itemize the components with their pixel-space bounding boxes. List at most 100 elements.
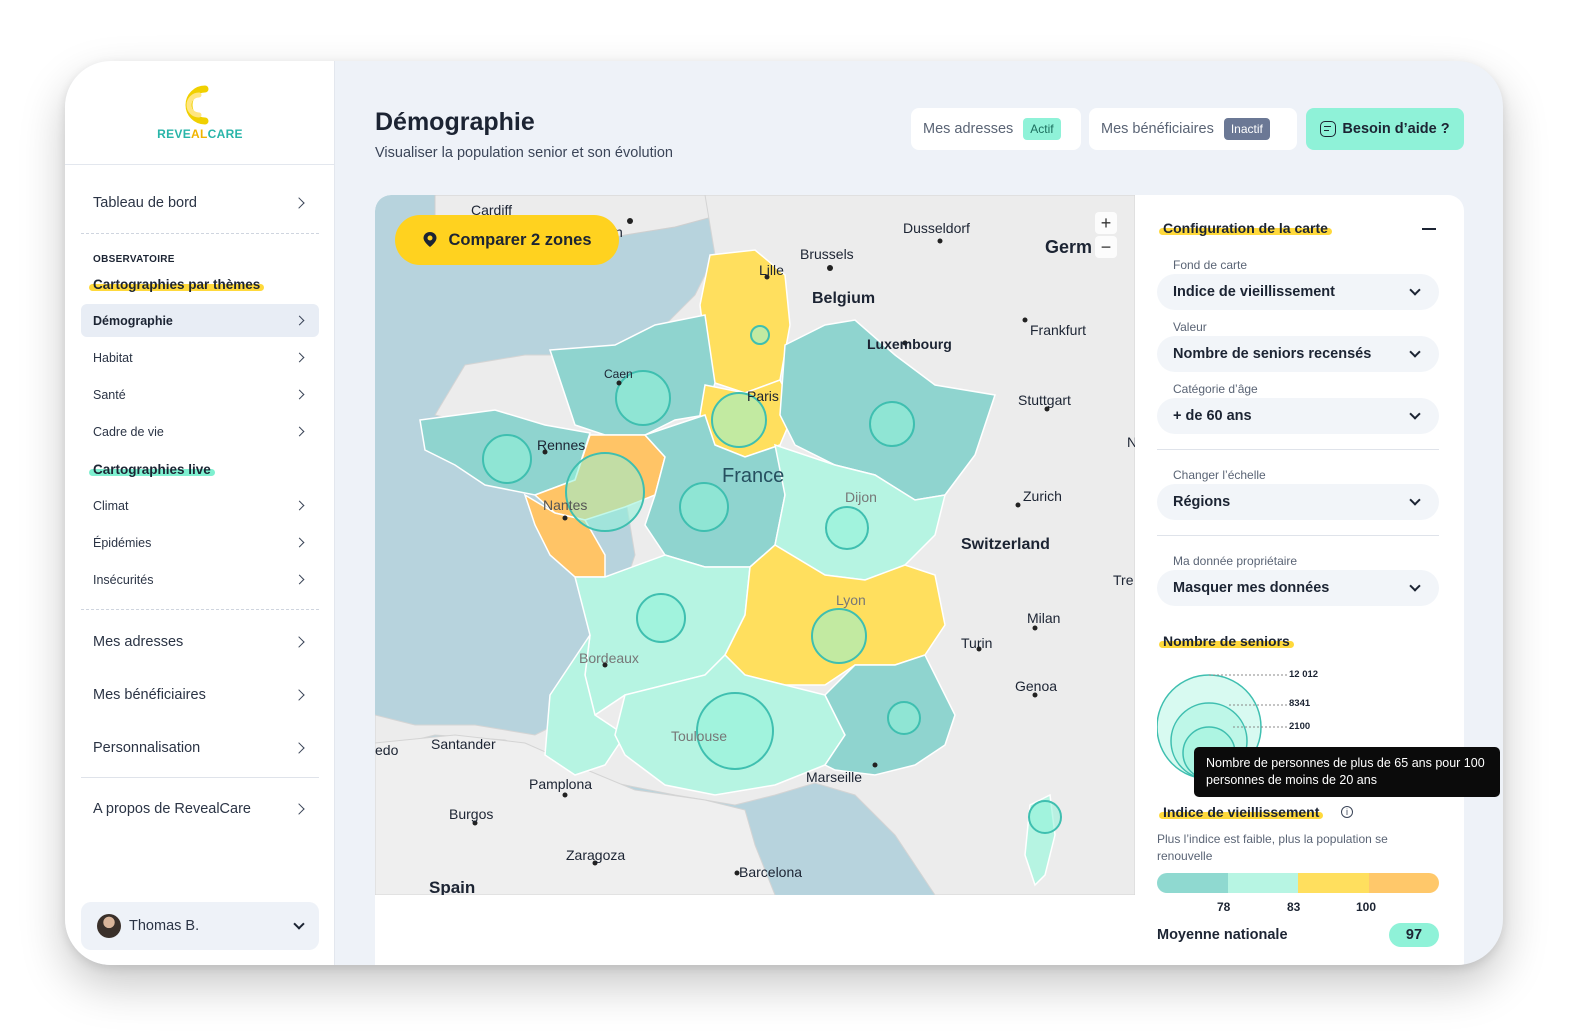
chevron-right-icon (293, 636, 305, 648)
help-button-label: Besoin d’aide ? (1342, 121, 1450, 137)
status-badge: Actif (1023, 118, 1061, 140)
chevron-down-icon (1409, 408, 1421, 420)
config-title: Configuration de la carte (1159, 220, 1332, 236)
label-bordeaux: Bordeaux (579, 650, 639, 666)
sidebar-item-mes-beneficiaires[interactable]: Mes bénéficiaires (81, 677, 319, 713)
my-beneficiaries-toggle[interactable]: Mes bénéficiaires Inactif (1089, 108, 1297, 150)
bubble-hauts-de-france[interactable] (750, 325, 770, 345)
chevron-down-icon (1409, 346, 1421, 358)
info-icon[interactable]: i (1341, 806, 1353, 818)
label-turin: Turin (961, 635, 992, 651)
aging-index-title-text: Indice de vieillissement (1158, 804, 1324, 820)
chevron-right-icon (294, 352, 305, 363)
sidebar-item-label: Mes bénéficiaires (93, 687, 206, 703)
label-dusseldorf: Dusseldorf (903, 220, 970, 236)
brand-name: REVEALCARE (65, 127, 335, 141)
city-dot-genoa (1032, 692, 1038, 698)
zoom-out-button[interactable]: − (1095, 236, 1117, 258)
bubble-bretagne[interactable] (482, 434, 532, 484)
sidebar-item-label: Tableau de bord (93, 195, 197, 211)
land-spain (375, 734, 776, 895)
chevron-right-icon (294, 500, 305, 511)
label-santander: Santander (431, 736, 496, 752)
observatory-label: OBSERVATOIRE (93, 254, 175, 265)
label-barcelona: Barcelona (739, 864, 802, 880)
scale-select[interactable]: Régions (1157, 484, 1439, 520)
label-pamplona: Pamplona (529, 776, 592, 792)
sidebar-item-epidemies[interactable]: Épidémies (81, 526, 319, 559)
chevron-right-icon (293, 803, 305, 815)
city-dot-frankfurt (1022, 317, 1028, 323)
user-name: Thomas B. (129, 918, 200, 934)
live-section-title: Cartographies live (89, 462, 215, 477)
bubble-nouvelle-aquitaine[interactable] (636, 593, 686, 643)
bubble-auvergne-rhone-alpes[interactable] (811, 608, 867, 664)
sidebar-item-label: Personnalisation (93, 740, 201, 756)
sidebar-item-label: Climat (93, 498, 129, 513)
bubble-pays-de-la-loire[interactable] (565, 452, 645, 532)
zoom-in-button[interactable]: + (1095, 212, 1117, 234)
sidebar-item-insecurites[interactable]: Insécurités (81, 563, 319, 596)
sidebar-item-demographie[interactable]: Démographie (81, 304, 319, 337)
label-caen: Caen (604, 367, 633, 381)
owner-data-select[interactable]: Masquer mes données (1157, 570, 1439, 606)
label-dijon: Dijon (845, 489, 877, 505)
aging-index-note: Plus l’indice est faible, plus la popula… (1157, 832, 1388, 863)
sidebar-item-climat[interactable]: Climat (81, 489, 319, 522)
collapse-icon[interactable] (1422, 228, 1436, 230)
sidebar-item-personnalisation[interactable]: Personnalisation (81, 730, 319, 766)
city-dot-marseille (872, 762, 878, 768)
sidebar-item-label: Insécurités (93, 572, 154, 587)
age-category-value: + de 60 ans (1173, 408, 1252, 424)
themes-title-text: Cartographies par thèmes (88, 277, 265, 292)
city-dot-rennes (542, 449, 548, 455)
map-view[interactable]: Cardiff n Dusseldorf Germ Brussels Lille… (375, 195, 1135, 895)
city-dot-luxembourg (902, 340, 908, 346)
user-menu[interactable]: Thomas B. (81, 902, 319, 950)
brand-part-3: CARE (207, 127, 243, 141)
aging-index-tooltip: Nombre de personnes de plus de 65 ans po… (1194, 747, 1500, 797)
my-addresses-toggle[interactable]: Mes adresses Actif (911, 108, 1081, 150)
chevron-right-icon (294, 389, 305, 400)
label-lille: Lille (759, 262, 784, 278)
bubble-grand-est[interactable] (869, 401, 915, 447)
label-belgium: Belgium (812, 290, 875, 307)
chevron-right-icon (294, 537, 305, 548)
help-button[interactable]: Besoin d’aide ? (1306, 108, 1464, 150)
national-average-value: 97 (1389, 923, 1439, 947)
map-canvas[interactable]: Cardiff n Dusseldorf Germ Brussels Lille… (375, 195, 1135, 895)
chevron-right-icon (293, 689, 305, 701)
label-milan: Milan (1027, 610, 1060, 626)
chevron-right-icon (293, 742, 305, 754)
bubble-normandie[interactable] (615, 370, 671, 426)
bubble-corse[interactable] (1028, 800, 1062, 834)
sidebar-item-cadre-de-vie[interactable]: Cadre de vie (81, 415, 319, 448)
compare-zones-button[interactable]: Comparer 2 zones (395, 215, 619, 265)
bubble-ile-de-france[interactable] (711, 392, 767, 448)
bubble-occitanie[interactable] (696, 692, 774, 770)
sidebar-item-mes-adresses[interactable]: Mes adresses (81, 624, 319, 660)
basemap-value: Indice de vieillissement (1173, 284, 1335, 300)
sidebar-item-sante[interactable]: Santé (81, 378, 319, 411)
sidebar-item-habitat[interactable]: Habitat (81, 341, 319, 374)
sidebar-item-dashboard[interactable]: Tableau de bord (81, 185, 319, 221)
bubble-legend-value-medium: 8341 (1289, 698, 1311, 709)
label-tre: Tre (1113, 572, 1134, 588)
label-germany: Germ (1045, 237, 1092, 257)
bubble-centre-val-de-loire[interactable] (679, 482, 729, 532)
label-n-edge: N (1127, 434, 1135, 450)
divider (81, 233, 319, 234)
label-rennes: Rennes (537, 437, 585, 453)
age-category-select[interactable]: + de 60 ans (1157, 398, 1439, 434)
basemap-select[interactable]: Indice de vieillissement (1157, 274, 1439, 310)
basemap-label: Fond de carte (1173, 258, 1248, 272)
city-dot-turin (976, 646, 982, 652)
owner-data-label: Ma donnée propriétaire (1173, 554, 1298, 568)
age-category-label: Catégorie d’âge (1173, 382, 1258, 396)
bubble-paca[interactable] (887, 701, 921, 735)
value-select[interactable]: Nombre de seniors recensés (1157, 336, 1439, 372)
label-brussels: Brussels (800, 246, 854, 262)
sidebar-item-about[interactable]: A propos de RevealCare (81, 791, 319, 827)
bubble-bourgogne-franche-comte[interactable] (825, 506, 869, 550)
city-dot-barcelona (734, 870, 740, 876)
